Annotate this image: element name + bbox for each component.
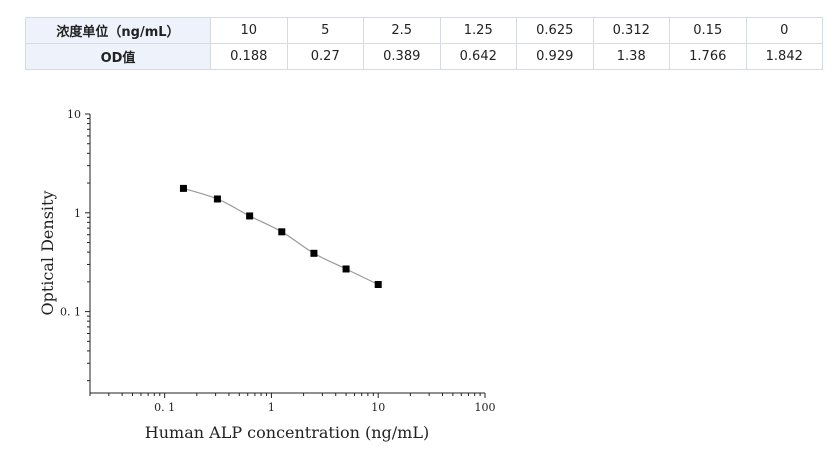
concentration-cell: 0 (745, 17, 823, 44)
data-point (342, 265, 350, 273)
od-cell: 0.389 (363, 43, 441, 70)
concentration-row: 浓度单位（ng/mL） 10 5 2.5 1.25 0.625 0.312 0.… (25, 17, 823, 44)
data-point (246, 212, 254, 220)
concentration-cell: 0.15 (669, 17, 747, 44)
data-point (374, 281, 382, 289)
concentration-cell: 2.5 (363, 17, 441, 44)
x-tick-label: 10 (371, 401, 385, 414)
data-point (310, 249, 318, 257)
data-table: 浓度单位（ng/mL） 10 5 2.5 1.25 0.625 0.312 0.… (25, 17, 823, 70)
concentration-cell: 5 (286, 17, 364, 44)
concentration-cell: 0.625 (516, 17, 594, 44)
od-cell: 0.188 (210, 43, 288, 70)
concentration-cell: 0.312 (592, 17, 670, 44)
y-tick-label: 10 (67, 108, 81, 121)
y-tick-label: 1 (74, 207, 81, 220)
x-tick-label: 1 (268, 401, 275, 414)
od-cell: 1.38 (592, 43, 670, 70)
data-point (213, 195, 221, 203)
od-cell: 1.766 (669, 43, 747, 70)
chart-axes: 0. 1 1 10 100 10 1 0. 1 (60, 108, 496, 414)
x-tick-label: 0. 1 (154, 401, 175, 414)
concentration-cell: 1.25 (439, 17, 517, 44)
od-row: OD值 0.188 0.27 0.389 0.642 0.929 1.38 1.… (25, 43, 823, 70)
od-cell: 0.642 (439, 43, 517, 70)
od-cell: 0.929 (516, 43, 594, 70)
y-axis-label: Optical Density (38, 190, 57, 315)
data-points-group (179, 184, 382, 289)
concentration-cell: 10 (210, 17, 288, 44)
y-tick-label: 0. 1 (60, 306, 81, 319)
od-header: OD值 (25, 43, 211, 70)
data-point (278, 228, 286, 236)
od-cell: 1.842 (745, 43, 823, 70)
x-tick-label: 100 (475, 401, 496, 414)
x-axis-label: Human ALP concentration (ng/mL) (145, 423, 429, 442)
standard-curve-chart: 0. 1 1 10 100 10 1 0. 1 Human ALP concentratio… (38, 108, 496, 442)
concentration-header: 浓度单位（ng/mL） (25, 17, 211, 44)
od-cell: 0.27 (286, 43, 364, 70)
data-point (179, 184, 187, 192)
